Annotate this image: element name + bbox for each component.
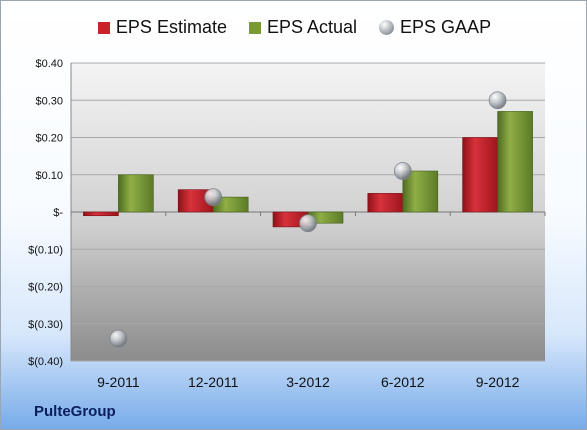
legend-swatch-eps-actual: [248, 21, 261, 34]
y-tick-label: $(0.20): [28, 282, 63, 294]
bars: [83, 111, 533, 228]
eps-gaap-marker: [299, 214, 317, 233]
y-tick-label: $0.30: [35, 95, 63, 107]
eps-gaap-marker: [488, 91, 507, 110]
y-tick-label: $0.10: [35, 170, 63, 182]
eps-estimate-bar: [367, 193, 404, 213]
y-tick-label: $(0.10): [28, 244, 63, 256]
company-name: PulteGroup: [34, 403, 116, 420]
eps-gaap-marker: [109, 329, 128, 348]
eps-actual-bar: [118, 174, 154, 213]
tick-labels: $0.40 $0.30 $0.20 $0.10 $- $(0.10) $(0.20) $(0.…: [28, 58, 519, 390]
y-tick-label: $-: [53, 207, 63, 219]
y-tick-label: $0.20: [35, 133, 63, 145]
eps-estimate-bar: [83, 211, 119, 217]
eps-actual-bar: [402, 170, 439, 213]
x-tick-label: 9-2011: [97, 374, 140, 390]
legend-label-eps-gaap: EPS GAAP: [400, 17, 492, 37]
legend-item-eps-gaap: EPS GAAP: [379, 17, 491, 38]
legend-swatch-eps-gaap: [379, 20, 395, 35]
legend-swatch-eps-estimate: [97, 21, 110, 34]
y-tick-label: $(0.30): [28, 319, 63, 331]
eps-actual-bar: [497, 111, 533, 213]
y-tick-label: $0.40: [35, 58, 63, 70]
y-tick-label: $(0.40): [28, 356, 63, 368]
legend-label-eps-actual: EPS Actual: [266, 17, 358, 37]
gaap-markers: [109, 91, 507, 348]
x-tick-label: 12-2011: [188, 374, 239, 390]
legend: EPS Estimate EPS Actual EPS GAAP: [1, 17, 586, 38]
eps-gaap-marker: [393, 162, 412, 180]
legend-item-eps-estimate: EPS Estimate: [97, 17, 227, 38]
legend-item-eps-actual: EPS Actual: [248, 17, 358, 38]
x-tick-label: 9-2012: [476, 374, 520, 390]
x-tick-label: 3-2012: [286, 374, 330, 390]
legend-label-eps-estimate: EPS Estimate: [115, 17, 227, 37]
x-tick-label: 6-2012: [381, 374, 425, 390]
eps-estimate-bar: [462, 137, 498, 213]
eps-gaap-marker: [204, 188, 223, 207]
